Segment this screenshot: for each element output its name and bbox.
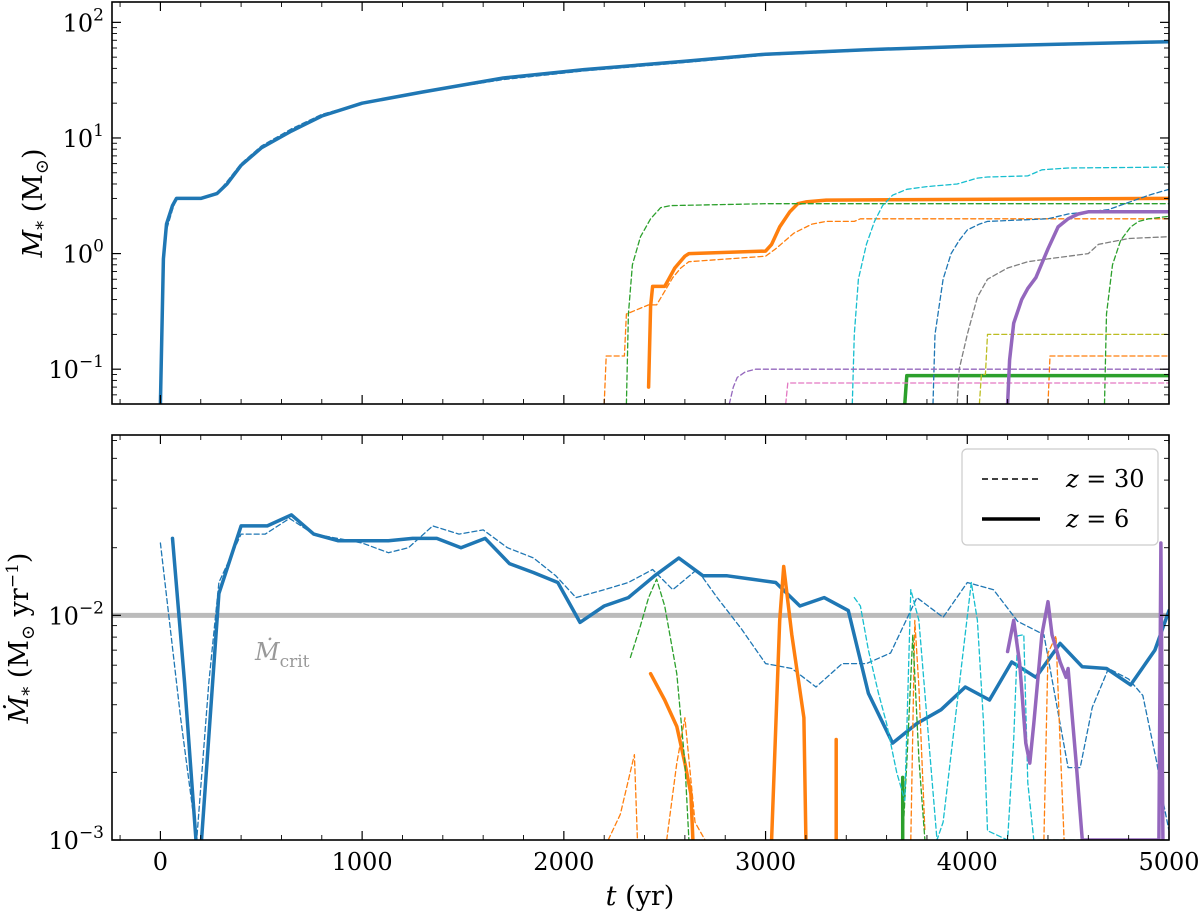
y-tick-label: 10−3	[48, 823, 104, 855]
critical-rate-label: Ṁcrit	[254, 637, 310, 672]
x-tick-label: 2000	[533, 848, 594, 876]
bottom-axis-ticks: 0 1000 2000 3000 4000 5000 10−3 10−2	[48, 435, 1200, 876]
y-tick-label: 100	[63, 237, 104, 269]
series-blue-b-z30	[932, 188, 1169, 404]
series-sink1-z6	[170, 513, 1169, 840]
series-green-z6	[903, 373, 1169, 404]
stellar-mass-panel: 10−1 100 101 102 M* (M⊙)	[18, 1, 1170, 405]
top-axes-frame	[111, 1, 1170, 405]
series-green-a-z30	[629, 578, 690, 840]
series-orange-z6	[646, 196, 1169, 389]
legend: z = 30 z = 6	[961, 448, 1159, 546]
x-axis-label: t (yr)	[606, 881, 675, 912]
series-green-a-z30	[625, 203, 1169, 404]
series-orange-b-z30	[1047, 355, 1169, 404]
series-cyan-z30	[853, 581, 1162, 840]
series-orange-b-z30	[666, 717, 706, 840]
x-tick-label: 5000	[1138, 848, 1199, 876]
x-tick-label: 4000	[937, 848, 998, 876]
legend-box	[961, 448, 1159, 546]
legend-label-z30: z = 30	[1065, 465, 1145, 493]
series-gray-z30	[956, 236, 1169, 404]
series-pink-z30	[785, 382, 1169, 404]
x-tick-label: 0	[153, 848, 168, 876]
y-tick-label: 10−2	[48, 598, 104, 630]
series-green-b-z30	[902, 634, 926, 840]
series-orange-c-z30	[910, 619, 926, 840]
y-tick-label: 101	[63, 121, 104, 153]
legend-label-z6: z = 6	[1065, 505, 1129, 533]
top-y-axis-label: M* (M⊙)	[18, 148, 54, 258]
rate-series-group	[159, 513, 1169, 840]
series-green-b-z30	[1103, 215, 1169, 404]
bottom-y-axis-label: Ṁ* (M⊙ yr−1)	[2, 553, 40, 725]
series-olive-z30	[978, 333, 1169, 404]
series-orange-a-z30	[607, 753, 639, 840]
mass-series-group	[158, 39, 1169, 404]
x-tick-label: 1000	[332, 848, 393, 876]
series-orange-d-z30	[1043, 635, 1065, 840]
series-sink1-z6	[158, 39, 1169, 404]
y-tick-label: 10−1	[48, 352, 104, 384]
series-purple-z6	[1005, 541, 1165, 840]
x-tick-label: 3000	[735, 848, 796, 876]
y-tick-label: 102	[63, 5, 104, 37]
series-purple-z30	[728, 368, 1169, 404]
series-orange-a-z30	[603, 218, 1169, 404]
series-sink1-z30	[159, 41, 1169, 404]
top-axis-ticks: 10−1 100 101 102	[48, 2, 1170, 405]
series-cyan-z30	[851, 166, 1169, 404]
accretion-rate-panel: Ṁcrit 0 1000 2000 3000 4000 5000 10−3 10−2 Ṁ* (…	[2, 434, 1200, 912]
series-orange-z6-b	[769, 564, 808, 840]
series-purple-z6	[1005, 210, 1169, 404]
series-orange-z6-a	[648, 671, 695, 840]
